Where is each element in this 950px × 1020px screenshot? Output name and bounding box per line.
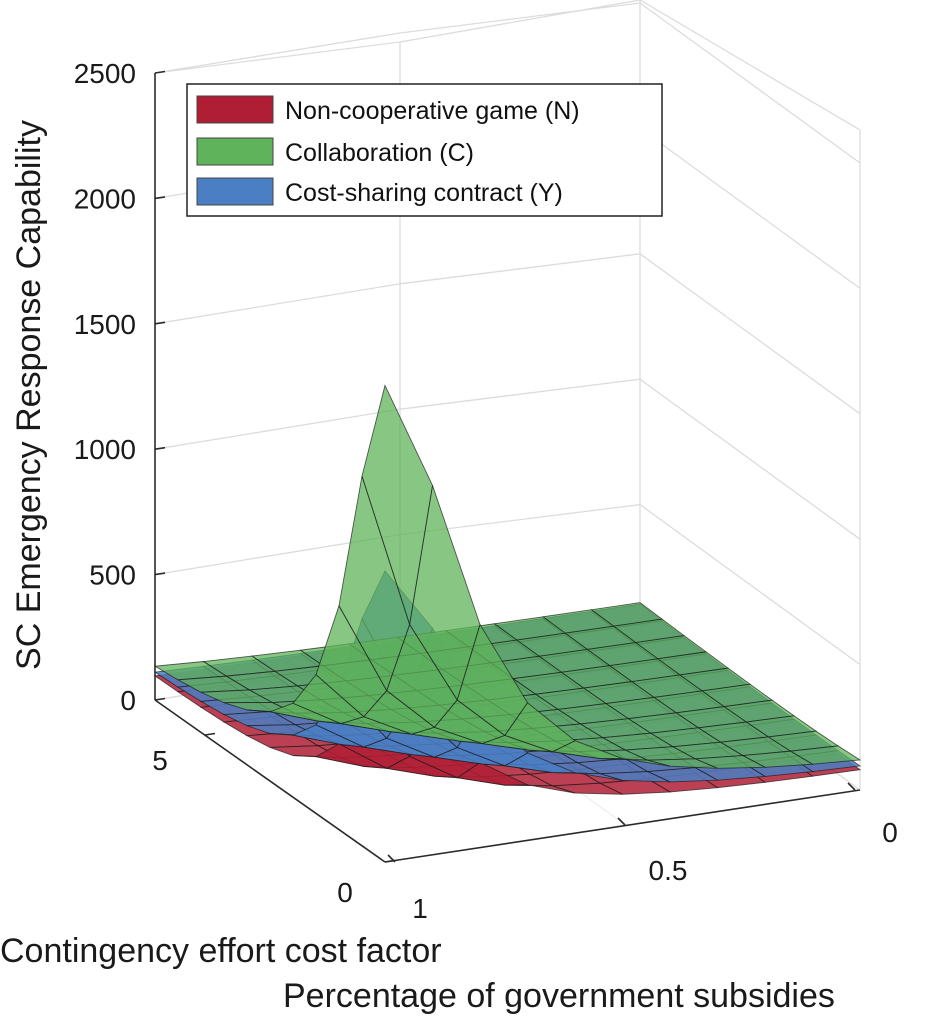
x-axis-label: Percentage of government subsidies: [283, 977, 835, 1015]
z-tick-mark: [154, 70, 166, 74]
axes: [154, 73, 861, 863]
x-tick-mark: [387, 854, 396, 863]
z-gridline: [154, 378, 861, 540]
surface-collaboration-c: [153, 384, 862, 769]
z-tick-label: 2500: [74, 58, 136, 89]
z-gridline: [154, 253, 861, 415]
x-tick-label: 0.5: [649, 855, 688, 886]
legend-swatch-collaboration: [196, 137, 274, 166]
z-tick-label: 500: [89, 560, 136, 591]
surface-patch: [361, 384, 433, 625]
x-tick-label: 1: [412, 893, 428, 924]
x-axis-line: [384, 789, 861, 863]
z-tick-label: 0: [120, 685, 136, 716]
legend-text-collaboration: Collaboration (C): [285, 139, 474, 167]
z-tick-mark: [154, 321, 166, 325]
y-axis-line: [154, 699, 386, 863]
legend-swatch-non-cooperative: [196, 95, 274, 124]
tick-marks: [154, 70, 856, 863]
y-tick-label: 5: [152, 745, 168, 776]
legend: Non-cooperative game (N) Collaboration (…: [186, 83, 663, 217]
legend-text-non-cooperative: Non-cooperative game (N): [285, 97, 580, 125]
x-tick-mark: [617, 817, 626, 826]
legend-swatch-cost-sharing: [196, 177, 274, 206]
y-axis-label: Contingency effort cost factor: [0, 932, 442, 970]
x-tick-label: 0: [882, 817, 898, 848]
legend-text-cost-sharing: Cost-sharing contract (Y): [285, 179, 563, 207]
z-tick-mark: [154, 697, 166, 701]
x-tick-mark: [847, 782, 856, 791]
z-tick-label: 2000: [74, 183, 136, 214]
z-gridline: [154, 503, 861, 666]
z-tick-label: 1000: [74, 434, 136, 465]
z-tick-mark: [154, 446, 166, 450]
z-gridline: [154, 2, 861, 164]
y-tick-label: 0: [337, 877, 353, 908]
z-tick-mark: [154, 572, 166, 576]
surfaces: [153, 384, 862, 795]
z-axis-label: SC Emergency Response Capability: [10, 120, 48, 670]
z-tick-mark: [154, 196, 166, 200]
z-tick-label: 1500: [74, 309, 136, 340]
y-tick-mark: [204, 732, 216, 736]
